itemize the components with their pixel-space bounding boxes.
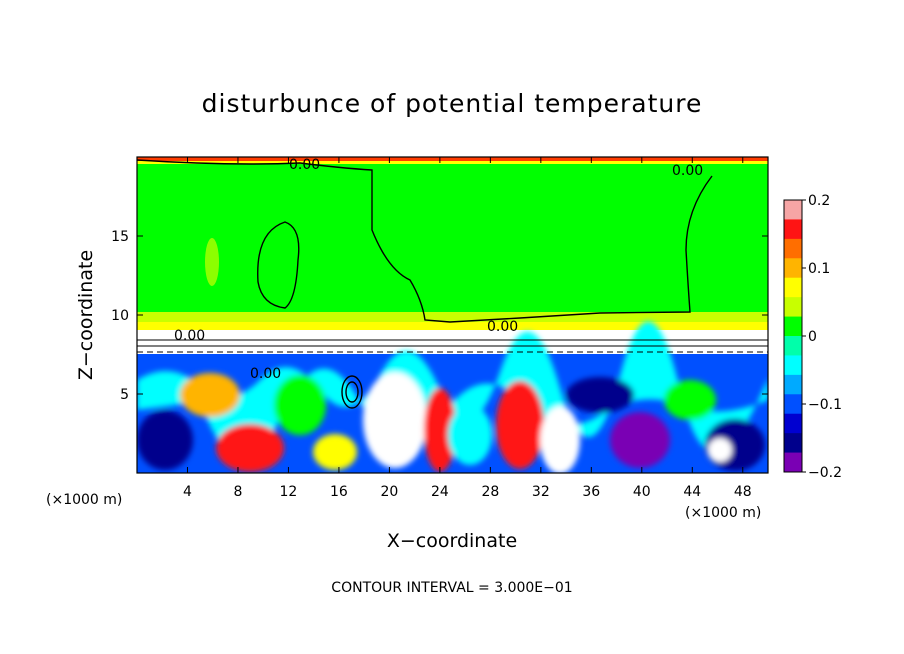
eddy-5	[313, 434, 357, 470]
colorbar-ticks: 0.2 0.1 0 −0.1 −0.2	[802, 193, 842, 481]
eddy-11	[566, 377, 634, 413]
x-tick-label: 8	[233, 484, 242, 500]
x-tick-label: 32	[532, 484, 550, 500]
colorbar-swatch	[784, 316, 802, 337]
x-axis-label: X−coordinate	[387, 530, 517, 552]
contour-label-left: 0.00	[174, 328, 205, 344]
colorbar-swatch	[784, 413, 802, 434]
colorbar-swatch	[784, 452, 802, 473]
y-tick-label: 5	[120, 387, 129, 403]
eddy-15	[708, 438, 732, 462]
eddy-1	[137, 410, 193, 470]
x-tick-label: 24	[431, 484, 449, 500]
eddy-2	[180, 373, 240, 417]
eddy-13	[664, 380, 716, 420]
colorbar-swatch	[784, 433, 802, 454]
contour-label-top-left: 0.00	[289, 157, 320, 173]
x-tick-label: 16	[330, 484, 348, 500]
colorbar-swatch	[784, 394, 802, 415]
colorbar-swatch	[784, 297, 802, 318]
y-axis-label: Z−coordinate	[75, 250, 97, 380]
contour-lines	[137, 159, 768, 409]
vortex-contour-2	[345, 381, 359, 403]
x-tick-label: 44	[683, 484, 701, 500]
zero-contour-cell	[257, 221, 300, 309]
x-axis-right-unit: (×1000 m)	[685, 505, 761, 521]
x-axis-ticks: 4 8 12 16 20 24 28 32 36 40 44 48	[183, 157, 752, 500]
chart-title: disturbunce of potential temperature	[202, 89, 703, 118]
y-tick-label: 15	[111, 229, 129, 245]
y-axis-ticks: 5 10 15	[111, 229, 768, 403]
inversion-band-yellow	[137, 322, 768, 330]
colorbar-swatch	[784, 258, 802, 279]
plot-field	[137, 157, 768, 473]
transition-contours	[137, 339, 768, 347]
zero-contour-main	[137, 159, 713, 323]
top-boundary-band-yellow	[137, 161, 768, 164]
colorbar-swatch	[784, 200, 802, 220]
eddy-8	[448, 405, 492, 465]
y-tick-label: 10	[111, 308, 129, 324]
cyan-eddy-band	[137, 321, 768, 460]
eddy-6	[363, 372, 427, 468]
colorbar-swatch	[784, 238, 802, 259]
colorbar-tick-label: 0.1	[808, 261, 830, 277]
x-tick-label: 12	[280, 484, 298, 500]
x-tick-label: 48	[734, 484, 752, 500]
colorbar-tick-label: −0.2	[808, 465, 842, 481]
colorbar-tick-label: −0.1	[808, 397, 842, 413]
colorbar-swatch	[784, 336, 802, 356]
eddy-12	[610, 412, 670, 468]
colorbar-swatch	[784, 219, 802, 240]
colorbar-swatch	[784, 355, 802, 376]
x-tick-label: 36	[582, 484, 600, 500]
upper-layer-field	[137, 157, 768, 331]
eddy-10	[540, 406, 580, 473]
top-boundary-band	[137, 157, 768, 161]
contour-label-inversion: 0.00	[487, 319, 518, 335]
x-tick-label: 4	[183, 484, 192, 500]
colorbar-swatch	[784, 374, 802, 395]
eddy-9	[496, 381, 544, 469]
colorbar-swatch	[784, 277, 802, 298]
contour-interval-note: CONTOUR INTERVAL = 3.000E−01	[331, 580, 572, 596]
contour-label-lower: 0.00	[250, 366, 281, 382]
eddy-7	[424, 388, 456, 472]
x-tick-label: 28	[481, 484, 499, 500]
colorbar	[783, 199, 803, 473]
vortex-contour-1	[341, 375, 363, 409]
x-tick-label: 40	[633, 484, 651, 500]
lower-layer-eddies	[137, 321, 768, 473]
colorbar-tick-label: 0	[808, 329, 817, 345]
x-axis-left-unit: (×1000 m)	[46, 492, 122, 508]
transition-layer	[137, 330, 768, 354]
contour-label-top-right: 0.00	[672, 163, 703, 179]
weak-warm-anomaly	[205, 238, 219, 286]
x-tick-label: 20	[380, 484, 398, 500]
eddy-4	[274, 375, 326, 435]
colorbar-tick-label: 0.2	[808, 193, 830, 209]
eddy-3	[216, 424, 284, 472]
